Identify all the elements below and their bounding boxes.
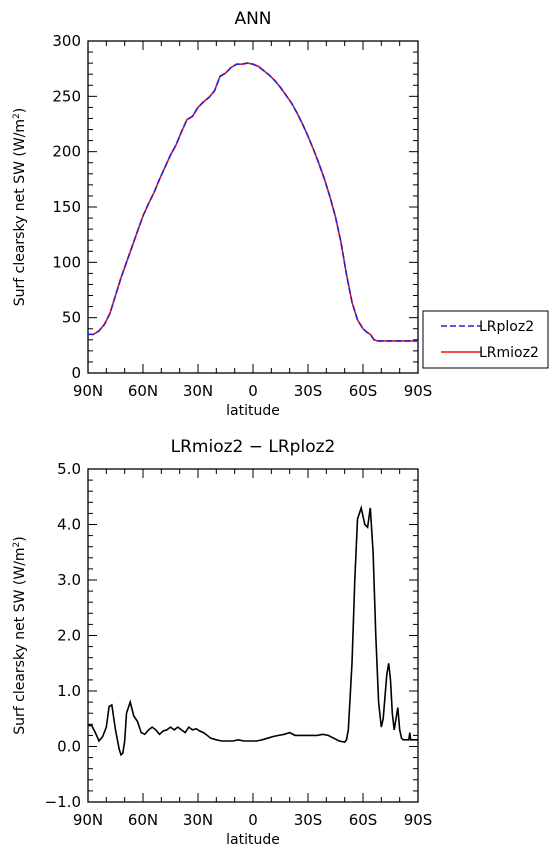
x-tick-label: 30N — [183, 382, 213, 400]
y-tick-label: 2.0 — [57, 627, 81, 645]
chart-title: ANN — [234, 9, 271, 29]
x-axis-label: latitude — [226, 832, 280, 848]
x-tick-label: 60S — [349, 811, 378, 829]
series-line-lrploz2 — [88, 62, 418, 342]
x-tick-label: 90S — [404, 811, 433, 829]
series-line-lrmioz2 — [88, 62, 418, 342]
x-tick-label: 60N — [128, 382, 158, 400]
y-tick-label: 3.0 — [57, 571, 81, 589]
y-tick-label: −1.0 — [45, 793, 81, 811]
series-line — [88, 504, 418, 757]
legend-box — [422, 310, 549, 369]
y-tick-label: 100 — [52, 253, 81, 271]
legend-label: LRploz2 — [479, 319, 534, 335]
x-axis-label: latitude — [226, 403, 280, 419]
y-tick-label: 1.0 — [57, 682, 81, 700]
x-tick-label: 90S — [404, 382, 433, 400]
x-tick-label: 0 — [248, 811, 258, 829]
x-tick-label: 30S — [294, 382, 323, 400]
x-tick-label: 0 — [248, 382, 258, 400]
x-tick-label: 60S — [349, 382, 378, 400]
chart-bottom: 90N 60N 30N 0 30S 60S 90S −1.0 0.0 1.0 2.0 3.0 4.0 5.… — [45, 437, 433, 848]
x-tick-label: 30S — [294, 811, 323, 829]
y-tick-label: 150 — [52, 198, 81, 216]
x-tick-label: 30N — [183, 811, 213, 829]
x-tick-label: 90N — [73, 811, 103, 829]
y-tick-label: 200 — [52, 143, 81, 161]
y-axis-label: Surf clearsky net SW (W/m2) — [12, 536, 28, 735]
chart-top: 90N 60N 30N 0 30S 60S 90S 0 50 100 150 200 250 300 ANN… — [52, 9, 432, 419]
y-tick-label: 250 — [52, 87, 81, 105]
legend: LRploz2 LRmioz2 — [422, 310, 549, 369]
y-tick-label: 0.0 — [57, 738, 81, 756]
x-tick-label: 60N — [128, 811, 158, 829]
y-tick-label: 300 — [52, 32, 81, 50]
y-axis-label: Surf clearsky net SW (W/m2) — [12, 108, 28, 307]
chart-title: LRmioz2 − LRploz2 — [171, 437, 336, 457]
y-tick-label: 4.0 — [57, 516, 81, 534]
plot-frame — [87, 40, 419, 374]
x-tick-label: 90N — [73, 382, 103, 400]
y-tick-label: 50 — [62, 309, 81, 327]
legend-label: LRmioz2 — [479, 345, 539, 361]
y-tick-label: 5.0 — [57, 460, 81, 478]
y-tick-label: 0 — [71, 364, 81, 382]
